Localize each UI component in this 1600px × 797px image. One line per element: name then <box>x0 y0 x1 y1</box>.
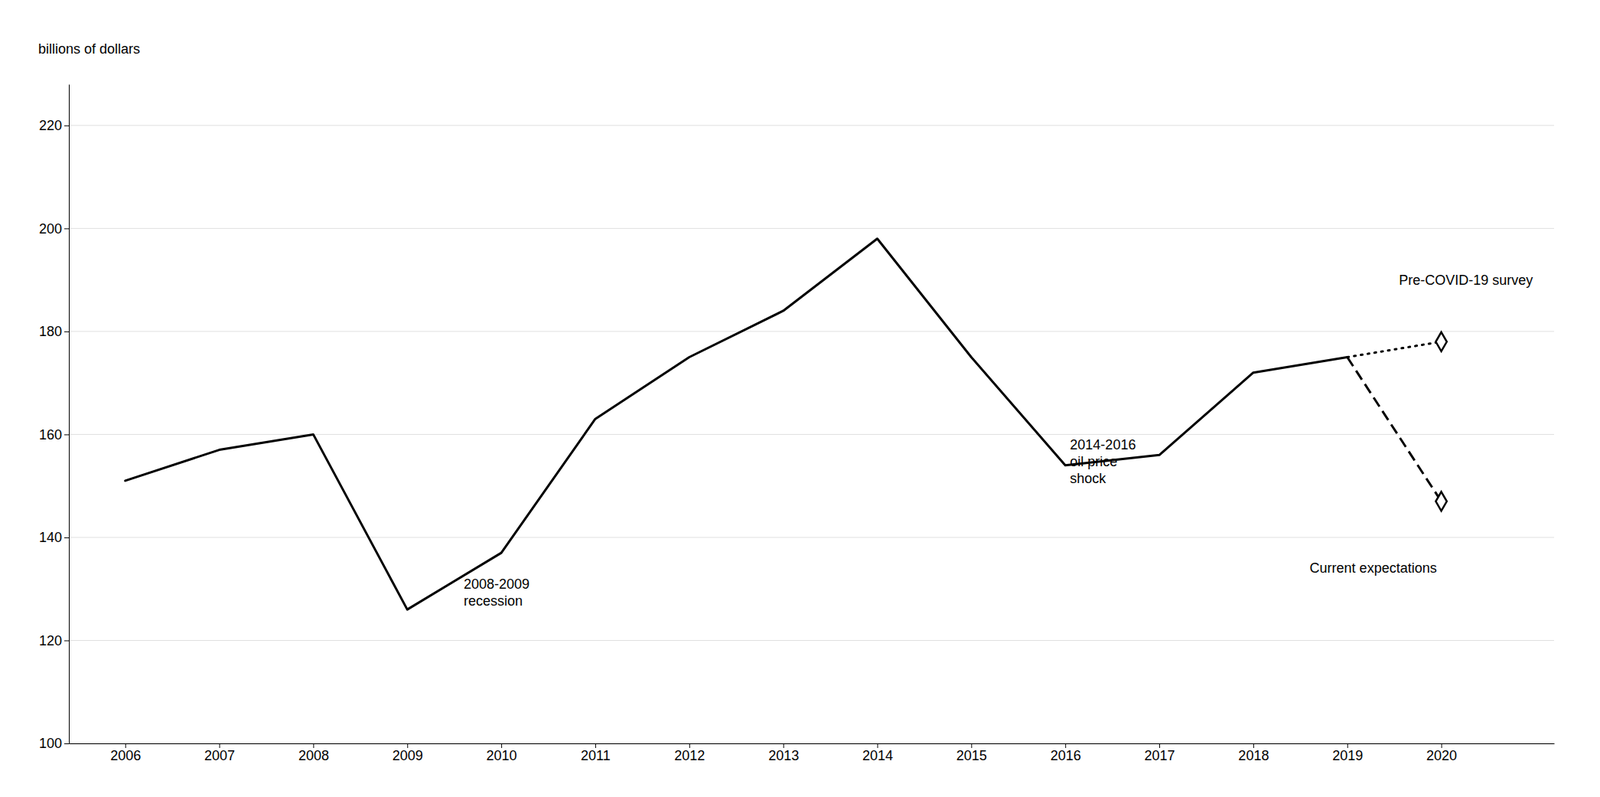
annotation-line: shock <box>1069 470 1107 486</box>
y-axis-tick: 220 <box>39 117 69 134</box>
annotation: Current expectations <box>1309 560 1438 576</box>
annotation-line: oil price <box>1069 453 1118 470</box>
grid-line <box>68 124 1555 126</box>
x-axis-tick: 2009 <box>392 742 424 763</box>
x-axis-tick: 2012 <box>674 742 705 763</box>
y-axis-tick: 160 <box>39 426 69 443</box>
x-axis-tick-label: 2009 <box>392 747 424 763</box>
y-axis-tick-mark <box>64 125 69 127</box>
y-axis-tick-mark <box>64 433 69 435</box>
y-axis-line <box>68 84 70 744</box>
y-axis-tick-mark <box>64 537 69 538</box>
x-axis-tick-label: 2014 <box>862 747 893 763</box>
grid-line <box>68 639 1555 641</box>
x-axis-tick: 2008 <box>298 742 330 763</box>
x-axis-tick-label: 2008 <box>298 747 330 763</box>
x-axis-tick-label: 2006 <box>110 747 141 763</box>
y-axis-tick-label: 160 <box>39 426 62 443</box>
y-axis-tick-label: 200 <box>39 221 62 237</box>
x-axis-tick-label: 2012 <box>674 747 705 763</box>
y-axis-tick-label: 180 <box>39 323 62 339</box>
x-axis-tick: 2014 <box>862 742 893 763</box>
x-axis-tick: 2007 <box>204 742 235 763</box>
annotation-line: Pre-COVID-19 survey <box>1398 272 1533 288</box>
plot-marks <box>125 238 1447 610</box>
y-axis-label: billions of dollars <box>38 41 141 57</box>
annotation-line: 2014-2016 <box>1069 436 1136 453</box>
x-axis-tick-label: 2017 <box>1144 747 1176 763</box>
x-axis-line <box>69 742 1555 744</box>
y-axis-tick-mark <box>64 742 69 744</box>
y-axis-tick: 180 <box>39 323 69 339</box>
x-axis-tick-label: 2010 <box>486 747 518 763</box>
x-axis-tick: 2013 <box>768 742 799 763</box>
x-axis-tick: 2010 <box>486 742 518 763</box>
annotation-line: 2008-2009 <box>463 576 530 592</box>
y-axis-tick-label: 220 <box>39 117 62 134</box>
line-solid <box>125 238 1348 610</box>
annotation: 2014-2016oil priceshock <box>1069 436 1136 486</box>
point-diamond <box>1435 491 1447 511</box>
x-axis-tick: 2016 <box>1050 742 1082 763</box>
x-axis-tick: 2020 <box>1426 742 1457 763</box>
x-axis-tick-label: 2007 <box>204 747 235 763</box>
y-axis-tick-label: 100 <box>39 735 62 751</box>
annotation: Pre-COVID-19 survey <box>1398 272 1533 288</box>
y-axis-tick-mark <box>64 228 69 229</box>
y-axis-tick-label: 120 <box>39 632 62 649</box>
x-axis-tick-label: 2011 <box>580 747 611 763</box>
y-axis-tick: 100 <box>39 735 69 751</box>
grid <box>68 125 1555 743</box>
annotation-line: recession <box>463 593 523 609</box>
annotations: 2008-2009recession 2014-2016oil priceshoc… <box>463 272 1533 609</box>
annotation-line: Current expectations <box>1309 560 1438 576</box>
x-axis-tick-label: 2016 <box>1050 747 1082 763</box>
y-axis-tick: 140 <box>39 529 69 545</box>
grid-line <box>68 330 1555 332</box>
grid-line <box>68 433 1555 435</box>
grid-line <box>68 536 1555 538</box>
chart: 2006 2007 2008 2009 2010 2011 2012 2013 2014 2015… <box>0 0 1600 797</box>
x-axis-tick-label: 2020 <box>1426 747 1457 763</box>
x-axis-tick-label: 2015 <box>956 747 988 763</box>
grid-line <box>68 228 1555 229</box>
point-diamond <box>1435 332 1447 352</box>
x-axis-tick: 2019 <box>1332 742 1363 763</box>
x-axis: 2006 2007 2008 2009 2010 2011 2012 2013 2014 2015… <box>69 742 1555 763</box>
y-axis-tick-mark <box>64 331 69 333</box>
y-axis-tick: 200 <box>39 221 69 237</box>
x-axis-tick-label: 2019 <box>1332 747 1363 763</box>
x-axis-tick: 2006 <box>110 742 141 763</box>
x-axis-tick: 2017 <box>1144 742 1176 763</box>
y-axis-tick: 120 <box>39 632 69 649</box>
line-dashed <box>1347 357 1442 502</box>
x-axis-tick-label: 2018 <box>1238 747 1269 763</box>
x-axis-tick: 2011 <box>580 742 611 763</box>
x-axis-tick-label: 2013 <box>768 747 799 763</box>
line-dotted <box>1347 341 1442 357</box>
y-axis-tick-label: 140 <box>39 529 62 545</box>
x-axis-tick: 2018 <box>1238 742 1269 763</box>
annotation: 2008-2009recession <box>463 576 530 609</box>
y-axis-tick-mark <box>64 639 69 641</box>
grid-line <box>68 742 1555 744</box>
x-axis-tick: 2015 <box>956 742 988 763</box>
y-axis: 100 120 140 160 180 200 220 <box>39 84 70 752</box>
